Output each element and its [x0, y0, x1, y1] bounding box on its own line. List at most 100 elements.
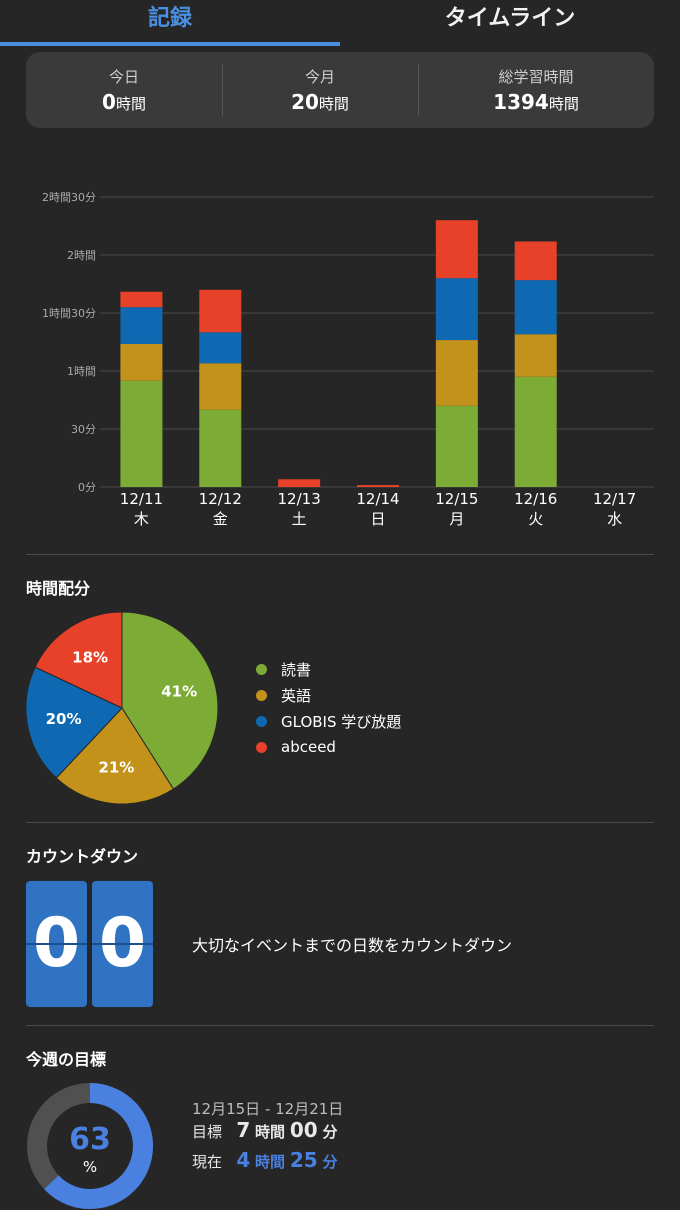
- countdown-digit-tens[interactable]: 0: [26, 881, 87, 1007]
- legend-label: 読書: [281, 660, 312, 679]
- y-tick-label: 2時間30分: [42, 191, 96, 204]
- bar-segment[interactable]: [199, 289, 242, 333]
- summary-month-label: 今月: [304, 68, 335, 86]
- tab-records[interactable]: 記録: [147, 6, 192, 31]
- section-divider: [26, 554, 654, 555]
- x-tick-date: 12/15: [435, 490, 478, 508]
- pie-slice-label: 41%: [161, 682, 197, 700]
- bar-segment[interactable]: [199, 332, 242, 364]
- legend-label: GLOBIS 学び放題: [281, 712, 402, 731]
- countdown-description[interactable]: 大切なイベントまでの日数をカウントダウン: [192, 936, 513, 955]
- active-tab-indicator: [0, 42, 340, 46]
- time-distribution-pie-chart: 41% 21% 20% 18%: [25, 611, 219, 805]
- legend-color-dot: [256, 663, 267, 675]
- weekly-goal-title: 今週の目標: [26, 1050, 107, 1069]
- progress-ring-fill: [44, 1083, 153, 1209]
- pie-slice-label: 18%: [72, 649, 108, 667]
- bar-segment[interactable]: [514, 334, 557, 377]
- weekly-goal-target-row[interactable]: 目標 7 時間 00 分: [192, 1118, 337, 1142]
- current-hours: 4: [236, 1148, 251, 1172]
- bar-segment[interactable]: [278, 479, 321, 487]
- legend-item: GLOBIS 学び放題: [256, 708, 401, 734]
- summary-card: 今日 0時間 今月 20時間 総学習時間 1394時間: [26, 52, 654, 128]
- summary-total: 総学習時間 1394時間: [418, 52, 654, 128]
- goal-label: 目標: [192, 1123, 223, 1141]
- x-tick-date: 12/16: [514, 490, 557, 508]
- bar-segment[interactable]: [120, 343, 163, 381]
- x-tick-weekday: 月: [449, 510, 464, 528]
- countdown-digit-ones[interactable]: 0: [92, 881, 153, 1007]
- pie-slice-label: 21%: [98, 758, 134, 776]
- bar-segment[interactable]: [435, 405, 478, 487]
- weekly-goal-percent-symbol: %: [82, 1158, 98, 1176]
- legend-item: 読書: [256, 656, 401, 682]
- y-tick-label: 30分: [71, 423, 96, 436]
- x-tick-weekday: 土: [292, 510, 307, 528]
- bar-segment[interactable]: [435, 278, 478, 341]
- bar-segment[interactable]: [514, 280, 557, 335]
- goal-minutes-unit: 分: [322, 1123, 338, 1141]
- legend-label: 英語: [281, 686, 312, 705]
- weekly-goal-range: 12月15日 - 12月21日: [192, 1100, 344, 1118]
- pie-slice[interactable]: [25, 666, 123, 779]
- current-minutes: 25: [289, 1148, 318, 1172]
- distribution-legend: 読書英語 GLOBIS 学び放題 abceed: [256, 656, 401, 760]
- legend-item: abceed: [256, 734, 401, 760]
- flip-seam: [92, 943, 153, 945]
- weekly-goal-percent: 63: [69, 1122, 111, 1157]
- goal-minutes: 00: [289, 1118, 318, 1142]
- x-tick-date: 12/14: [356, 490, 399, 508]
- legend-color-dot: [256, 741, 267, 753]
- daily-study-bar-chart: 0分 30分 1時間 1時間30分 2時間 2時間30分 12/11 木 12/12 金 12/13…: [42, 191, 654, 528]
- bar-segment[interactable]: [120, 291, 163, 308]
- summary-today-value: 0時間: [26, 90, 222, 114]
- y-tick-label: 2時間: [67, 249, 96, 262]
- section-divider: [26, 822, 654, 823]
- summary-month-value: 20時間: [222, 90, 418, 114]
- y-tick-label: 0分: [78, 481, 96, 494]
- bar-segment[interactable]: [120, 307, 163, 344]
- flip-seam: [26, 943, 87, 945]
- section-divider: [26, 1025, 654, 1026]
- summary-divider: [418, 64, 419, 116]
- summary-today: 今日 0時間: [26, 52, 222, 128]
- current-hours-unit: 時間: [255, 1153, 286, 1171]
- bar-segment[interactable]: [199, 363, 242, 410]
- legend-color-dot: [256, 715, 267, 727]
- pie-slice-label: 20%: [46, 710, 82, 728]
- tab-timeline[interactable]: タイムライン: [444, 6, 576, 31]
- countdown-title: カウントダウン: [26, 847, 139, 866]
- bar-segment[interactable]: [514, 241, 557, 281]
- summary-today-number: 0: [102, 90, 116, 114]
- current-minutes-unit: 分: [322, 1153, 338, 1171]
- bar-segment[interactable]: [514, 376, 557, 487]
- tab-bar: 記録 タイムライン: [0, 0, 680, 46]
- bar-segment[interactable]: [199, 409, 242, 487]
- pie-slice[interactable]: [55, 707, 175, 805]
- x-tick-weekday: 金: [213, 510, 228, 528]
- bar-segment[interactable]: [357, 485, 399, 487]
- goal-hours: 7: [236, 1118, 251, 1142]
- x-tick-weekday: 日: [370, 510, 385, 528]
- summary-total-value: 1394時間: [418, 90, 654, 114]
- legend-color-dot: [256, 689, 267, 701]
- x-tick-date: 12/12: [199, 490, 242, 508]
- legend-item: 英語: [256, 682, 401, 708]
- summary-total-number: 1394: [493, 90, 549, 114]
- x-tick-date: 12/13: [278, 490, 321, 508]
- bar-segment[interactable]: [435, 340, 478, 406]
- x-tick-date: 12/17: [593, 490, 636, 508]
- pie-slice[interactable]: [121, 611, 219, 790]
- y-tick-label: 1時間: [67, 365, 96, 378]
- distribution-title: 時間配分: [26, 579, 91, 598]
- pie-slice[interactable]: [34, 611, 123, 709]
- y-tick-label: 1時間30分: [42, 307, 96, 320]
- summary-total-unit: 時間: [548, 95, 579, 113]
- x-tick-date: 12/11: [120, 490, 163, 508]
- x-tick-weekday: 火: [528, 510, 543, 528]
- bar-segment[interactable]: [120, 380, 163, 487]
- summary-today-label: 今日: [108, 68, 139, 86]
- bar-segment[interactable]: [435, 220, 478, 279]
- weekly-goal-current-row: 現在 4 時間 25 分: [192, 1148, 337, 1172]
- goal-hours-unit: 時間: [255, 1123, 286, 1141]
